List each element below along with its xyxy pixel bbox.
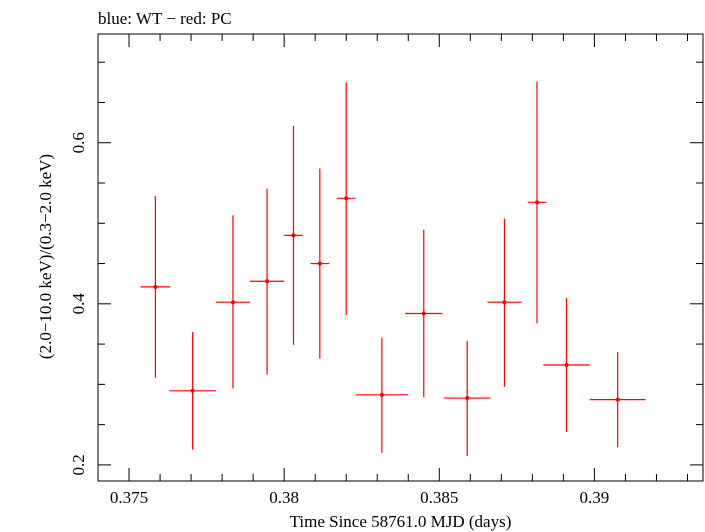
point-marker xyxy=(153,284,158,289)
data-point xyxy=(527,81,547,324)
x-tick-labels: 0.375 0.38 0.385 0.39 xyxy=(110,488,609,507)
x-tick-label: 0.375 xyxy=(110,488,148,507)
data-point xyxy=(310,168,330,359)
point-marker xyxy=(564,363,569,368)
point-marker xyxy=(291,233,296,238)
x-tick-label: 0.39 xyxy=(580,488,610,507)
chart-title: blue: WT − red: PC xyxy=(98,9,232,28)
point-marker xyxy=(317,261,322,266)
data-point xyxy=(336,82,356,316)
plot-frame xyxy=(97,33,704,482)
data-point xyxy=(355,337,409,453)
point-marker xyxy=(190,388,195,393)
point-marker xyxy=(465,396,470,401)
point-marker xyxy=(535,200,540,205)
y-tick-labels: 0.2 0.4 0.6 xyxy=(69,132,88,475)
data-point xyxy=(140,195,171,378)
y-tick-label: 0.6 xyxy=(69,132,88,153)
data-point xyxy=(169,332,216,450)
data-point xyxy=(589,352,646,448)
data-point xyxy=(284,125,303,345)
point-marker xyxy=(230,300,235,305)
data-point xyxy=(250,188,285,375)
axis-ticks xyxy=(97,34,703,481)
x-axis-label: Time Since 58761.0 MJD (days) xyxy=(290,512,512,531)
x-tick-label: 0.385 xyxy=(420,488,458,507)
data-points xyxy=(140,81,646,457)
y-tick-label: 0.2 xyxy=(69,454,88,475)
point-marker xyxy=(344,196,349,201)
point-marker xyxy=(421,311,426,316)
y-tick-label: 0.4 xyxy=(69,293,88,315)
point-marker xyxy=(379,392,384,397)
point-marker xyxy=(265,279,270,284)
data-point xyxy=(405,229,443,398)
data-point xyxy=(443,340,491,457)
y-axis-label: (2.0−10.0 keV)/(0.3−2.0 keV) xyxy=(36,154,55,359)
data-point xyxy=(215,215,251,389)
point-marker xyxy=(502,300,507,305)
x-tick-label: 0.38 xyxy=(269,488,299,507)
data-point xyxy=(487,218,522,387)
data-point xyxy=(543,298,590,432)
point-marker xyxy=(615,397,620,402)
